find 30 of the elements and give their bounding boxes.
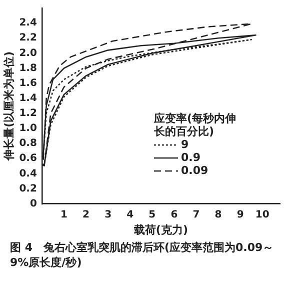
y-tick-label: 0.4 — [19, 168, 37, 180]
y-tick-label: 0.8 — [19, 138, 37, 150]
x-axis-title: 载荷(克力) — [132, 223, 188, 236]
x-tick-label: 1 — [60, 209, 68, 220]
y-tick-label: 2.2 — [19, 32, 37, 44]
text: 图 4 兔右心室乳突肌的滞后环(应变率范围为0.09～9%原长度/秒) — [9, 240, 275, 271]
legend-label: 0.9 — [181, 151, 200, 164]
x-tick-label: 8 — [214, 209, 222, 220]
y-tick-label: 1.2 — [19, 108, 37, 120]
x-tick-label: 9 — [236, 209, 244, 220]
x-tick-label: 10 — [255, 209, 270, 220]
y-tick-label: 1.4 — [19, 92, 37, 104]
y-tick-label: 0.2 — [19, 183, 37, 194]
y-tick-label: 2.4 — [19, 18, 37, 29]
x-tick-label: 3 — [104, 209, 112, 220]
y-tick-label: 1.6 — [19, 78, 37, 89]
legend-label: 9 — [181, 138, 189, 151]
y-tick-label: 1.0 — [19, 123, 37, 134]
y-axis-title: 伸长量(以厘米为单位) — [2, 51, 16, 162]
y-tick-label: 1.8 — [19, 62, 37, 74]
y-tick-label: 0.6 — [19, 153, 37, 164]
x-tick-label: 5 — [148, 209, 156, 220]
x-tick-label: 6 — [170, 209, 178, 220]
y-tick-label: 2.0 — [19, 48, 37, 59]
x-tick-label: 4 — [126, 209, 134, 220]
y-tick-label: 0 — [30, 198, 37, 210]
legend-label: 0.09 — [181, 164, 208, 177]
x-tick-label: 2 — [82, 209, 90, 220]
legend-title: 应变率(每秒内伸长的百分比) — [154, 112, 238, 138]
x-tick-label: 7 — [192, 209, 200, 220]
